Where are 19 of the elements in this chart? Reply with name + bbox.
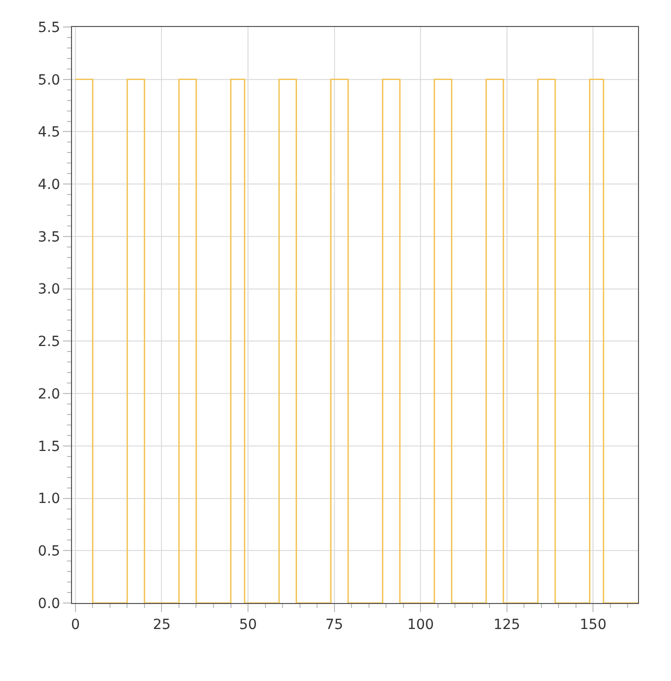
y-tick-label: 4.0 <box>38 176 60 193</box>
y-tick-label: 2.5 <box>38 334 60 350</box>
y-tick-label: 4.5 <box>38 124 60 141</box>
x-tick-label: 100 <box>407 616 434 633</box>
y-tick-label: 5.0 <box>38 72 60 88</box>
y-tick-label: 2.0 <box>38 386 60 402</box>
x-tick-label: 75 <box>325 616 344 633</box>
y-tick-label: 1.5 <box>38 438 60 455</box>
y-tick-label: 3.0 <box>38 282 60 298</box>
x-tick-label: 150 <box>580 616 606 633</box>
x-tick-label: 50 <box>239 616 257 633</box>
y-tick-label: 1.0 <box>38 491 60 508</box>
x-tick-label: 25 <box>152 616 171 633</box>
x-tick-label: 125 <box>493 616 520 633</box>
x-tick-label: 0 <box>70 616 80 633</box>
y-tick-label: 0.0 <box>38 596 60 612</box>
y-tick-label: 3.5 <box>38 229 60 246</box>
y-tick-label: 5.5 <box>38 20 60 36</box>
y-tick-label: 0.5 <box>38 544 60 560</box>
